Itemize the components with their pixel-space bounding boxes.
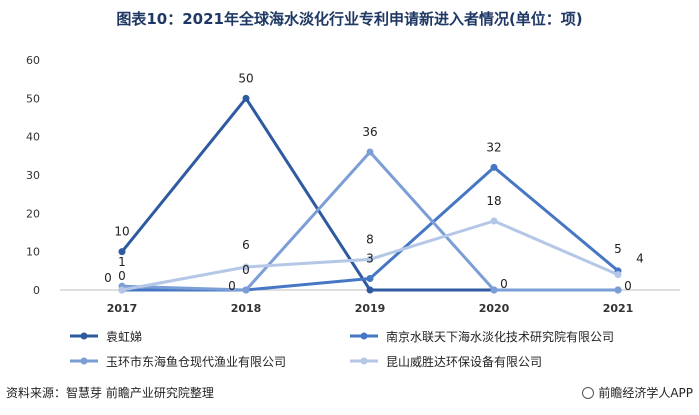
- x-tick-label: 2017: [107, 302, 138, 315]
- data-point: [490, 217, 498, 225]
- brand-mark: 前瞻经济学人APP: [582, 384, 693, 401]
- data-point: [118, 248, 126, 256]
- data-label: 0: [104, 271, 112, 285]
- data-point: [118, 286, 126, 294]
- y-tick-label: 40: [26, 131, 40, 144]
- data-point: [614, 271, 622, 279]
- legend-swatch-dot: [80, 332, 88, 340]
- legend-label: 玉环市东海鱼仓现代渔业有限公司: [106, 354, 286, 369]
- brand-logo-icon: [582, 386, 595, 399]
- series-line-2: [120, 165, 620, 292]
- data-label: 3: [366, 252, 374, 266]
- data-label: 4: [636, 252, 644, 266]
- legend-swatch-dot: [80, 357, 88, 365]
- x-tick-label: 2019: [355, 302, 386, 315]
- y-tick-label: 10: [26, 246, 40, 259]
- brand-name: 前瞻经济学人APP: [598, 386, 693, 400]
- source-note: 资料来源：智慧芽 前瞻产业研究院整理: [6, 386, 214, 400]
- data-label: 8: [366, 232, 374, 246]
- data-label: 18: [486, 194, 501, 208]
- legend-label: 昆山威胜达环保设备有限公司: [386, 354, 542, 369]
- data-label: 0: [242, 263, 250, 277]
- x-tick-label: 2018: [231, 302, 262, 315]
- y-tick-label: 30: [26, 169, 40, 182]
- legend-label: 袁虹娣: [106, 329, 142, 344]
- data-point: [366, 255, 374, 263]
- data-point: [366, 286, 374, 294]
- data-label: 0: [228, 279, 236, 293]
- legend-swatch-dot: [360, 332, 368, 340]
- chart-title: 图表10：2021年全球海水淡化行业专利申请新进入者情况(单位：项): [116, 10, 583, 28]
- series-line-3: [120, 150, 620, 292]
- y-tick-label: 60: [26, 54, 40, 67]
- data-point: [614, 286, 622, 294]
- data-point: [242, 94, 250, 102]
- data-point: [490, 286, 498, 294]
- data-label: 36: [362, 125, 377, 139]
- x-tick-label: 2021: [603, 302, 634, 315]
- data-point: [366, 148, 374, 156]
- x-tick-label: 2020: [479, 302, 510, 315]
- data-label: 1: [118, 255, 126, 269]
- y-tick-label: 50: [26, 92, 40, 105]
- data-label: 0: [624, 279, 632, 293]
- data-label: 6: [242, 238, 250, 252]
- data-label: 0: [118, 269, 126, 283]
- data-label: 32: [486, 140, 501, 154]
- data-point: [242, 286, 250, 294]
- data-label: 10: [114, 225, 129, 239]
- data-point: [366, 275, 374, 282]
- legend-label: 南京水联天下海水淡化技术研究院有限公司: [386, 329, 614, 344]
- data-point: [490, 163, 498, 171]
- legend-swatch-dot: [360, 357, 368, 365]
- y-tick-label: 0: [33, 284, 40, 297]
- data-label: 5: [614, 242, 622, 256]
- y-tick-label: 20: [26, 207, 40, 220]
- data-point: [242, 263, 250, 271]
- data-label: 0: [500, 277, 508, 291]
- data-label: 50: [238, 71, 253, 85]
